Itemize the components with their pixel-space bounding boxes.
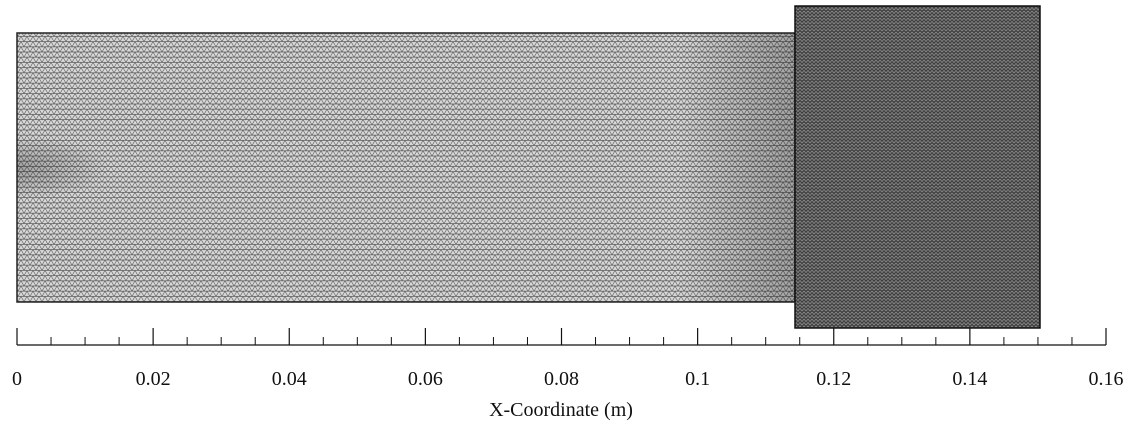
x-tick-label: 0.12 — [816, 368, 851, 390]
mesh — [16, 5, 1041, 329]
x-tick-label: 0.02 — [136, 368, 171, 390]
axis-label: X-Coordinate (m) — [489, 399, 633, 421]
mesh-chamber — [794, 5, 1041, 329]
x-tick-label: 0 — [12, 368, 22, 390]
x-tick-label: 0.14 — [952, 368, 987, 390]
mesh-shading — [17, 33, 795, 302]
x-tick-label: 0.04 — [272, 368, 307, 390]
mesh-shading — [795, 6, 1040, 328]
x-tick-label: 0.1 — [685, 368, 710, 390]
x-tick-label: 0.16 — [1089, 368, 1124, 390]
x-tick-label: 0.08 — [544, 368, 579, 390]
x-tick-label: 0.06 — [408, 368, 443, 390]
